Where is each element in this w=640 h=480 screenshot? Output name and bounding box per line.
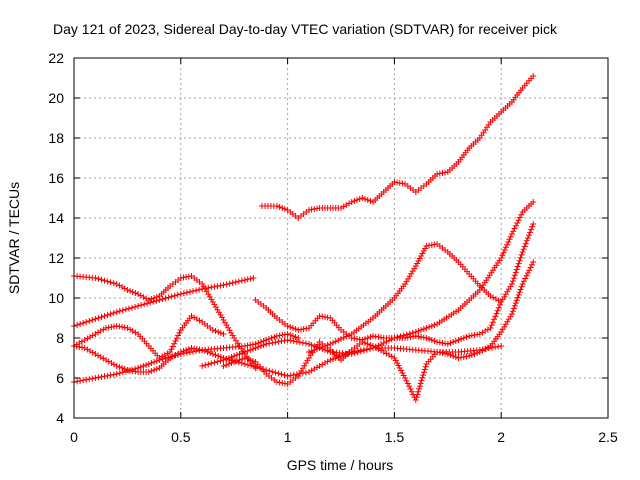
x-axis-label: GPS time / hours [287,457,394,473]
y-tick-label: 6 [56,370,64,386]
series-markers [220,259,537,403]
series-sat-j [306,241,505,355]
series-markers [259,73,537,221]
y-tick-label: 16 [48,170,64,186]
y-tick-label: 8 [56,330,64,346]
y-tick-label: 4 [56,410,64,426]
axes: 0 0.5 1 1.5 2 2.5 4 6 8 10 12 14 16 18 20 22 [48,50,618,445]
x-tick-label: 2 [497,429,505,445]
plot-frame [73,57,609,419]
y-tick-label: 18 [48,130,64,146]
y-tick-label: 14 [48,210,64,226]
x-tick-label: 0 [70,429,78,445]
chart-title: Day 121 of 2023, Sidereal Day-to-day VTE… [53,21,558,37]
series-sat-a [71,275,257,329]
series-sat-i [259,73,537,221]
x-tick-label: 1 [284,429,292,445]
plot-area [71,73,537,403]
y-axis-label: SDTVAR / TECUs [6,182,22,294]
x-tick-label: 2.5 [598,429,618,445]
x-tick-label: 0.5 [171,429,191,445]
x-tick-label: 1.5 [385,429,405,445]
series-markers [71,275,257,329]
y-tick-label: 10 [48,290,64,306]
series-markers [306,241,505,355]
series-sat-h [220,259,537,403]
y-tick-label: 12 [48,250,64,266]
y-tick-label: 20 [48,90,64,106]
y-tick-label: 22 [48,50,64,66]
